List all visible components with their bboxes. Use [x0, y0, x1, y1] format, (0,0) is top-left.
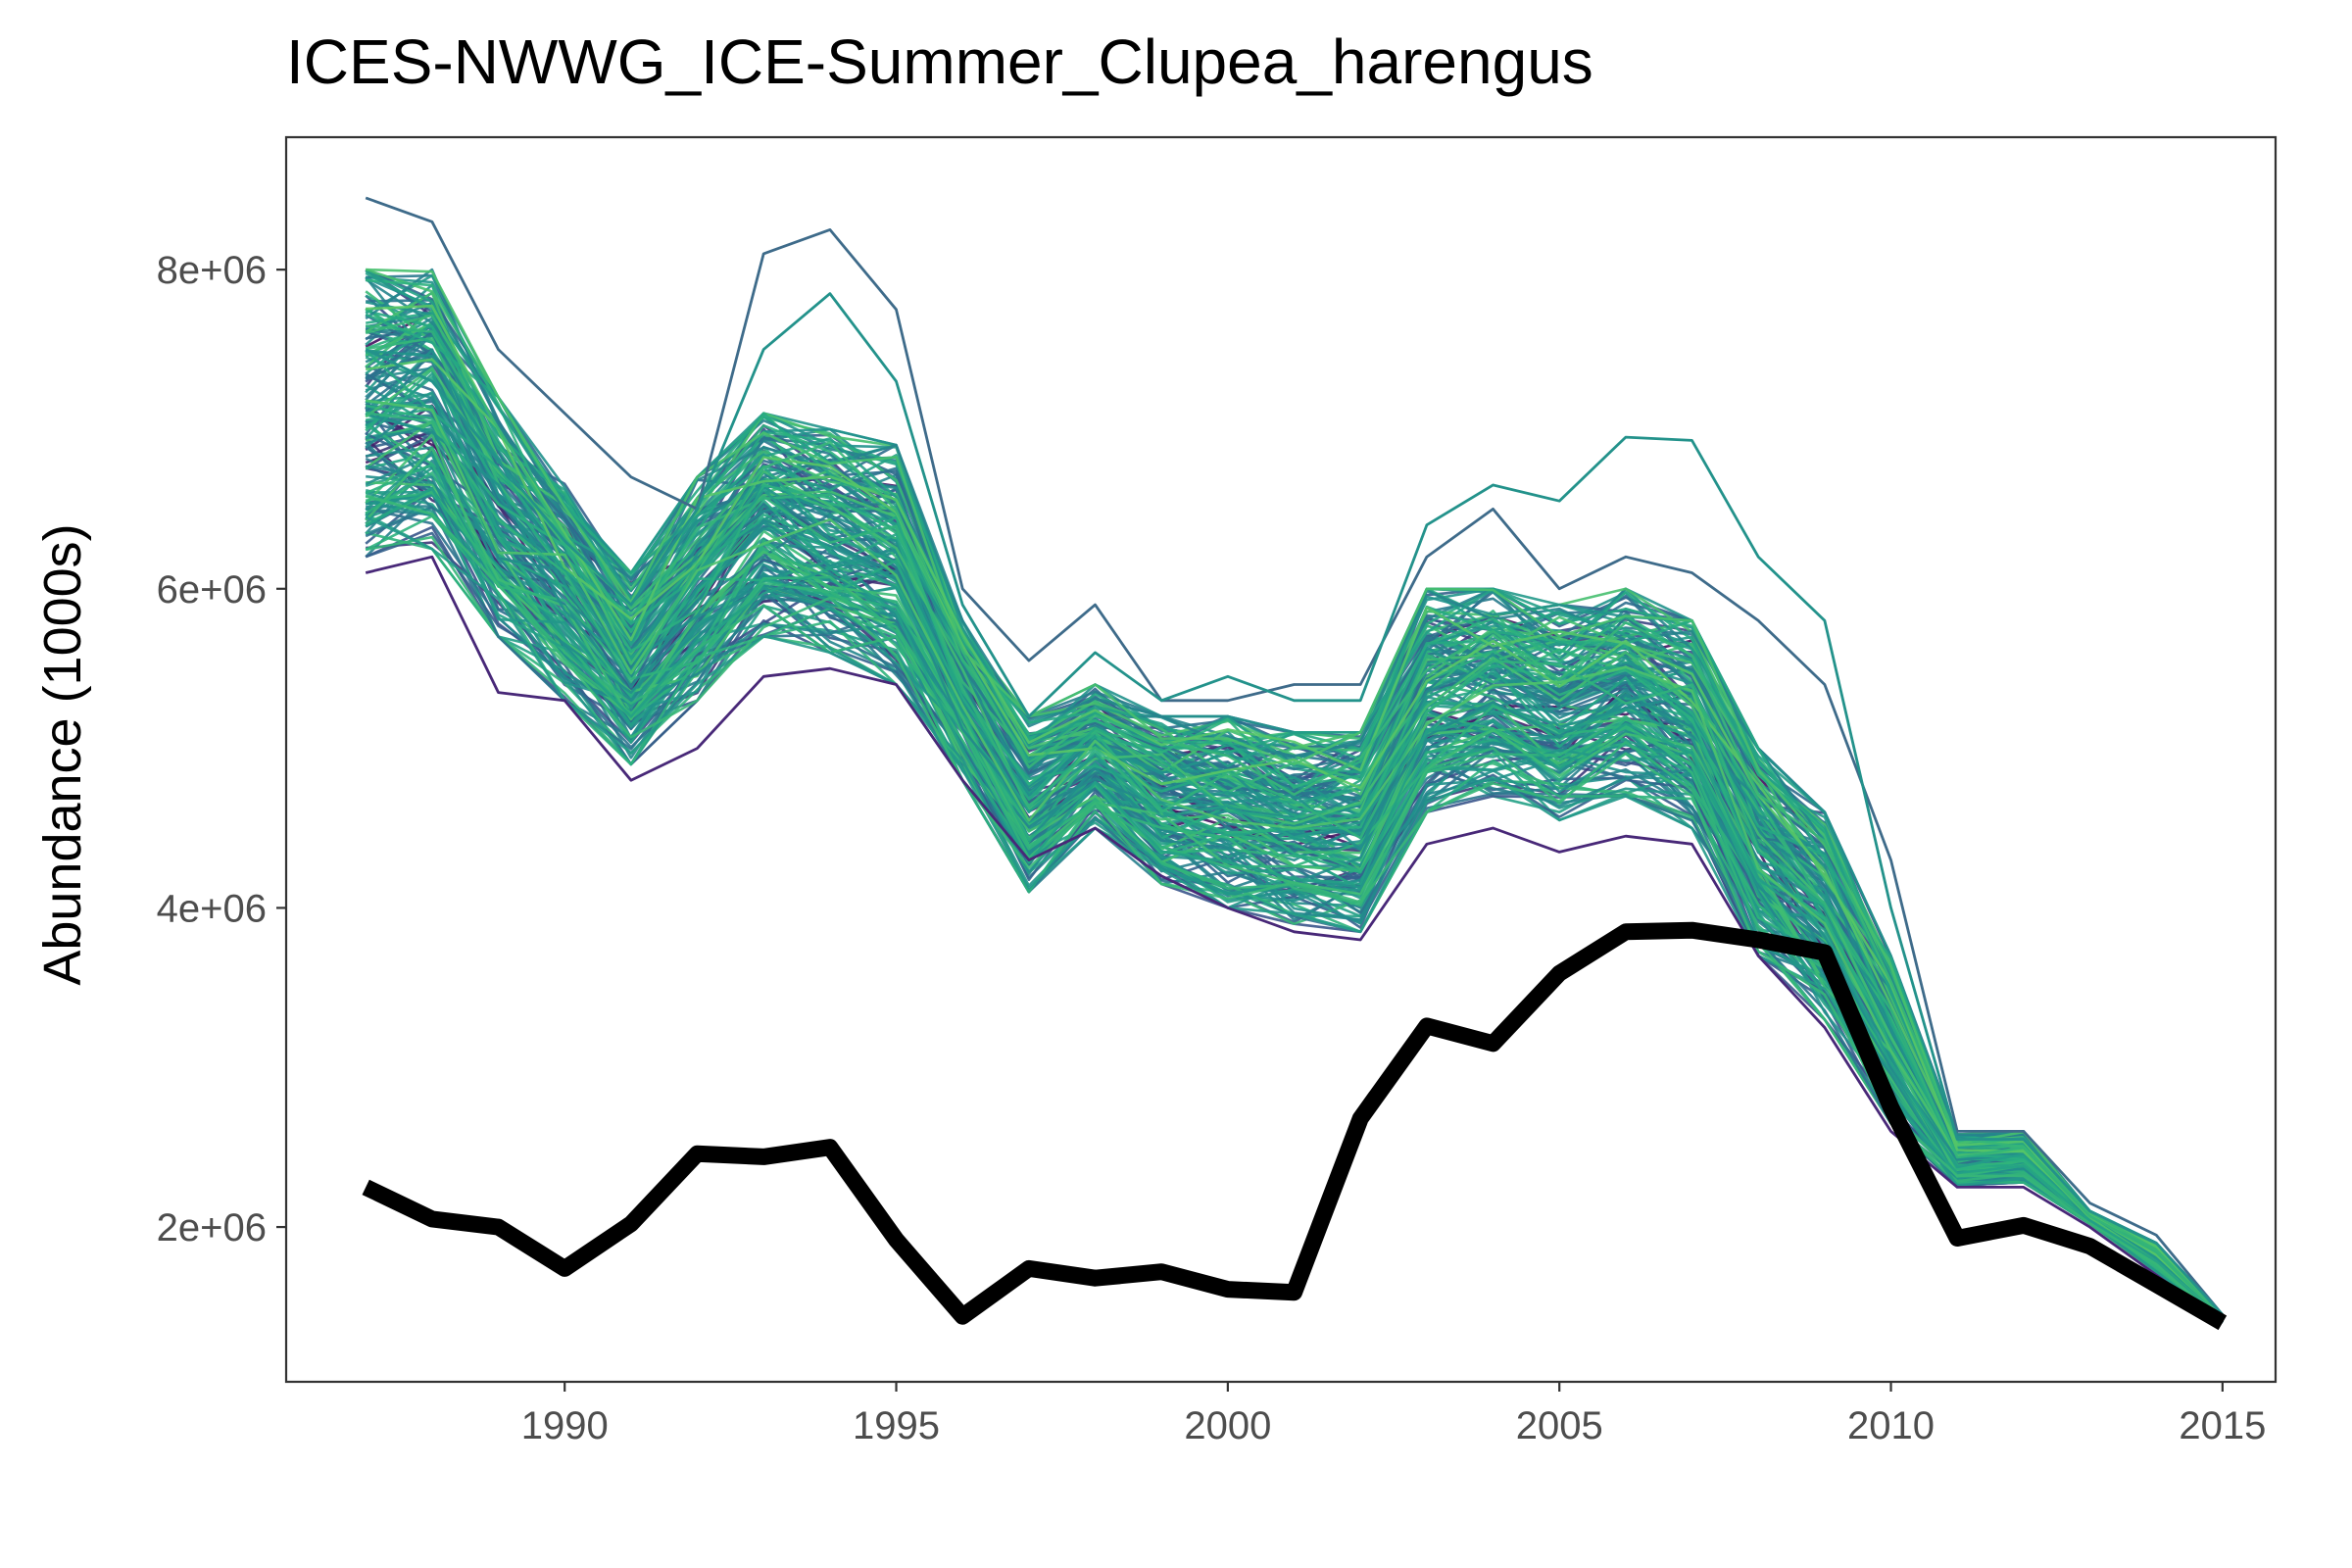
ensemble-line	[366, 268, 2224, 1316]
x-tick-label: 1995	[853, 1404, 940, 1447]
ensemble-line	[365, 486, 2224, 1322]
ensemble-line	[365, 404, 2224, 1321]
ensemble-line	[365, 402, 2224, 1321]
ensemble-line	[365, 407, 2224, 1321]
y-tick-label: 2e+06	[157, 1206, 267, 1250]
x-tick-label: 2000	[1184, 1404, 1271, 1447]
ensemble-outlier-line	[365, 196, 2224, 1316]
ensemble-outlier-line	[365, 292, 2224, 1316]
y-tick-label: 4e+06	[157, 887, 267, 930]
x-tick-label: 2010	[1847, 1404, 1935, 1447]
observed-line	[362, 921, 2228, 1331]
ensemble-line	[365, 365, 2224, 1318]
observed-line-layer	[362, 921, 2228, 1331]
chart-title: ICES-NWWG_ICE-Summer_Clupea_harengus	[286, 26, 1593, 97]
ensemble-line	[365, 406, 2224, 1320]
ensemble-line	[366, 412, 2224, 1319]
ensemble-line	[365, 314, 2224, 1319]
ensemble-line	[365, 494, 2224, 1322]
ensemble-line	[365, 407, 2224, 1321]
ensemble-line	[366, 398, 2224, 1318]
panel-border	[284, 135, 2278, 1384]
ensemble-line	[366, 358, 2224, 1317]
ensemble-line	[366, 304, 2224, 1317]
axes: 2e+06 4e+06 6e+06 8e+06 1990 1995 2000 2005 2010…	[157, 249, 2267, 1447]
x-tick-label: 2015	[2179, 1404, 2266, 1447]
y-tick-label: 8e+06	[157, 249, 267, 292]
x-tick-label: 1990	[521, 1404, 609, 1447]
y-tick-label: 6e+06	[157, 568, 267, 612]
ensemble-line	[365, 349, 2224, 1320]
ensemble-line	[365, 405, 2224, 1320]
ensemble-line	[365, 404, 2224, 1319]
x-tick-label: 2005	[1516, 1404, 1603, 1447]
ensemble-line	[365, 395, 2224, 1321]
ensemble-lines	[365, 196, 2224, 1324]
